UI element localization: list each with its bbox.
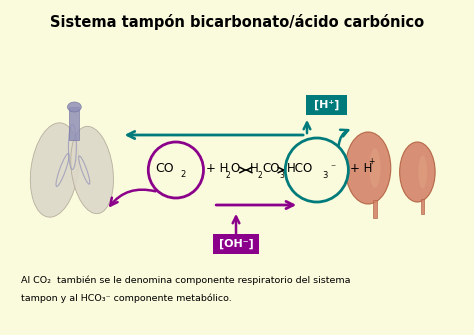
Text: tampon y al HCO₃⁻ componente metabólico.: tampon y al HCO₃⁻ componente metabólico.: [21, 293, 232, 303]
Text: 3: 3: [279, 171, 284, 180]
FancyBboxPatch shape: [306, 95, 347, 115]
Polygon shape: [373, 200, 377, 218]
Text: +: +: [368, 156, 374, 165]
Text: Sistema tampón bicarbonato/ácido carbónico: Sistema tampón bicarbonato/ácido carbóni…: [50, 14, 424, 30]
Text: CO: CO: [263, 161, 280, 175]
Text: ⁻: ⁻: [330, 163, 335, 173]
Ellipse shape: [400, 142, 435, 202]
FancyBboxPatch shape: [213, 234, 259, 254]
Circle shape: [148, 142, 203, 198]
Ellipse shape: [30, 123, 79, 217]
FancyArrowPatch shape: [339, 130, 348, 145]
Circle shape: [285, 138, 348, 202]
Text: HCO: HCO: [287, 161, 313, 175]
Text: 2: 2: [180, 170, 185, 179]
Text: 3: 3: [322, 171, 328, 180]
Text: O: O: [230, 161, 239, 175]
Ellipse shape: [369, 148, 381, 188]
Text: 2: 2: [225, 171, 230, 180]
Text: [OH⁻]: [OH⁻]: [219, 239, 254, 249]
Ellipse shape: [67, 102, 81, 112]
Ellipse shape: [71, 126, 113, 214]
Polygon shape: [69, 107, 79, 140]
Polygon shape: [421, 199, 425, 214]
Text: [H⁺]: [H⁺]: [314, 100, 339, 110]
Text: 2: 2: [258, 171, 263, 180]
Ellipse shape: [346, 132, 391, 204]
Ellipse shape: [418, 155, 427, 189]
Text: + H: + H: [207, 161, 229, 175]
Text: + H: + H: [350, 161, 373, 175]
Text: CO: CO: [155, 161, 174, 175]
Text: H: H: [250, 161, 258, 175]
FancyArrowPatch shape: [110, 190, 155, 206]
Text: Al CO₂  también se le denomina componente respiratorio del sistema: Al CO₂ también se le denomina componente…: [21, 275, 351, 285]
